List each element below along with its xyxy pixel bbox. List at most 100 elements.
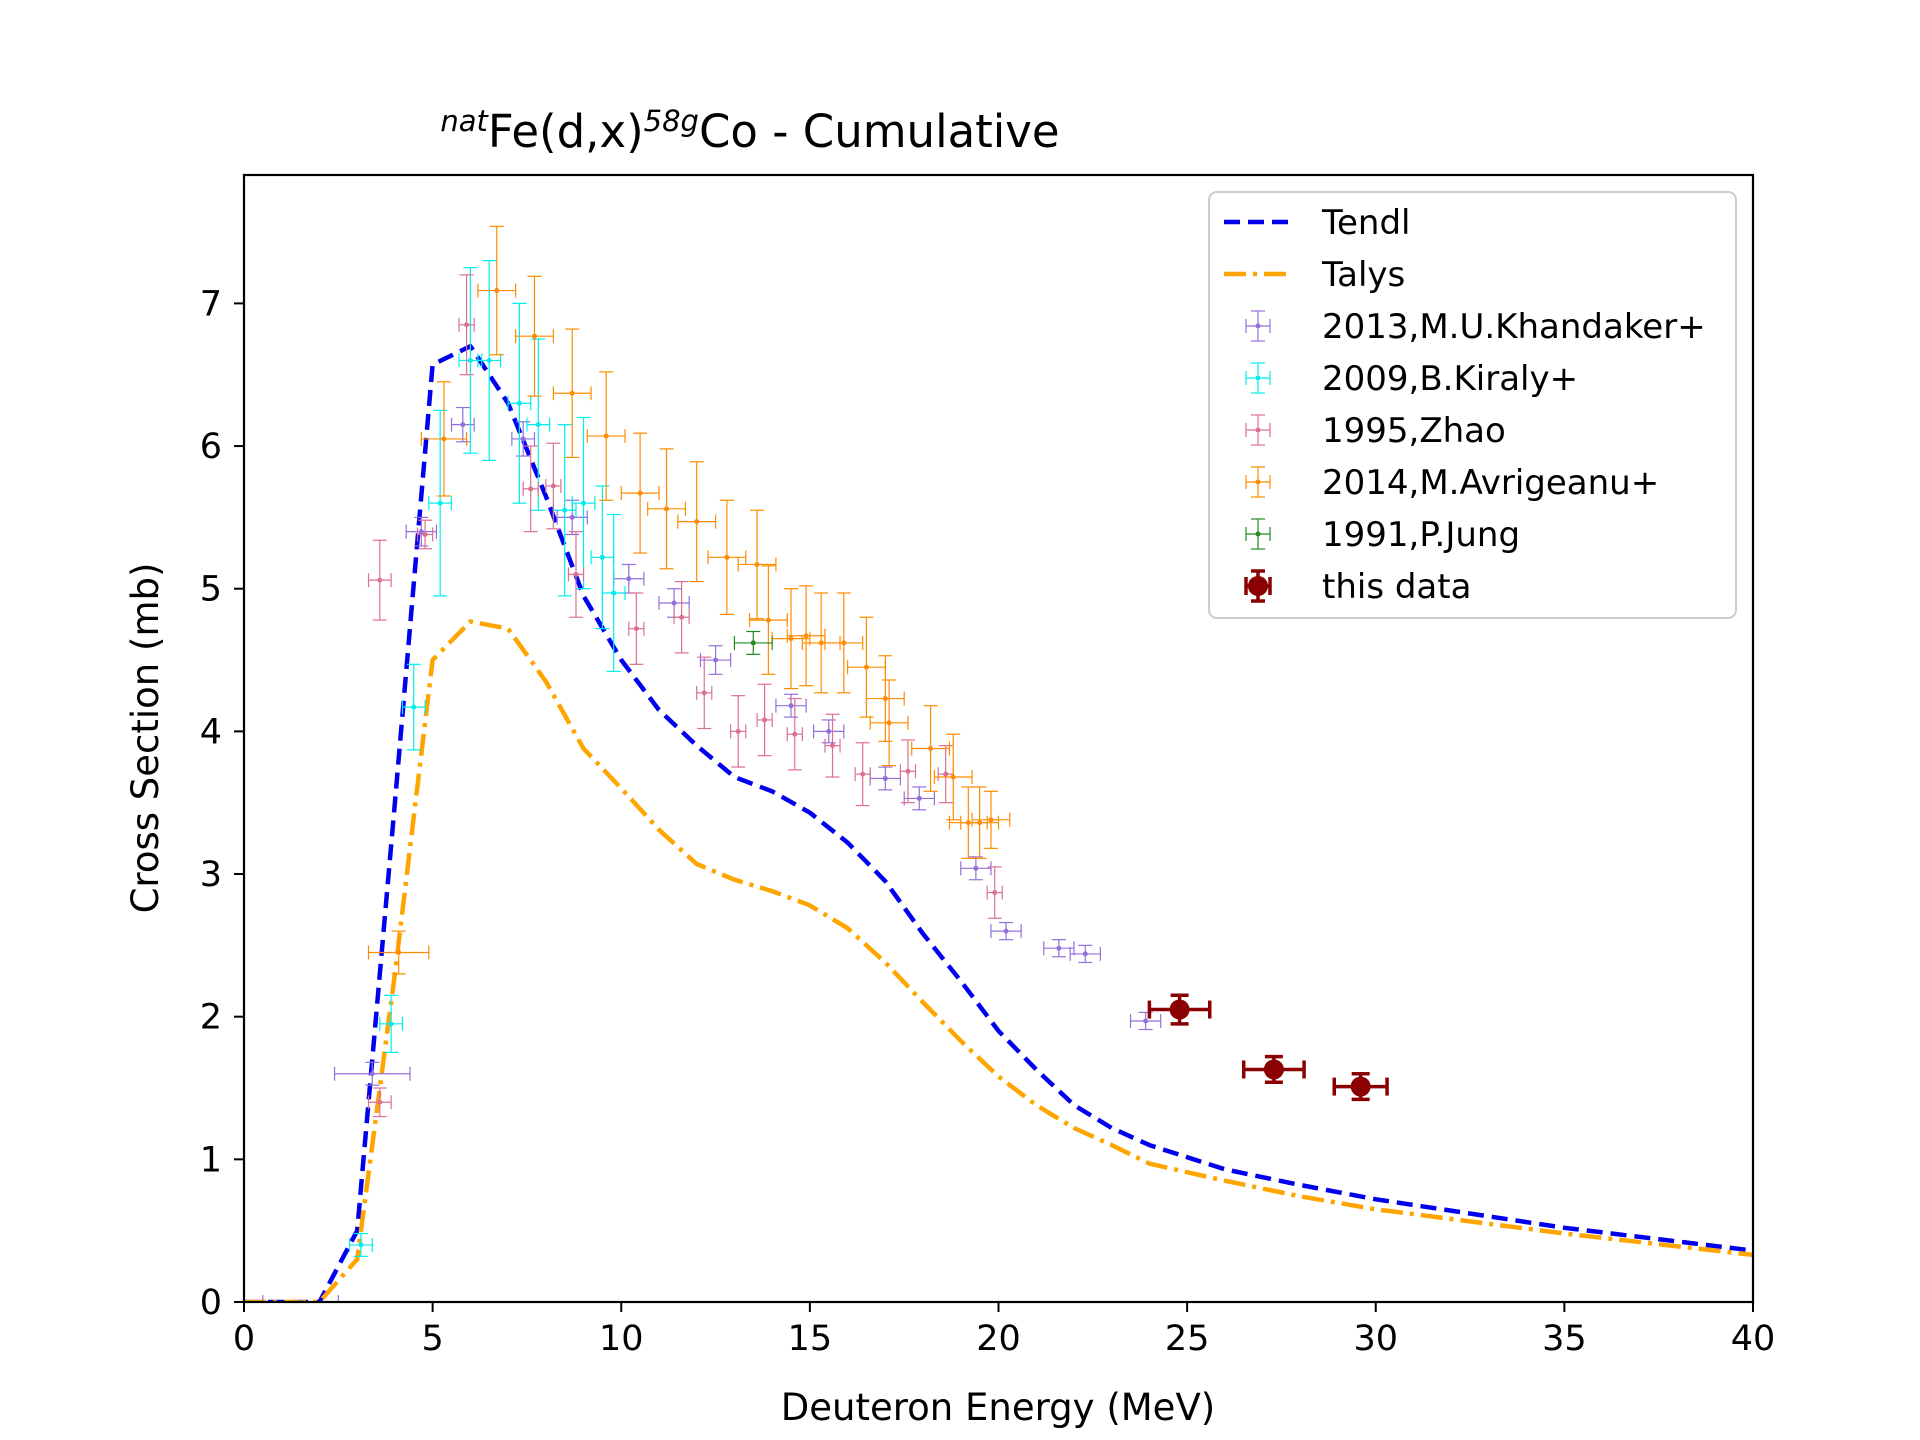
legend-marker [1255,375,1261,381]
data-marker [973,865,979,871]
data-marker [520,436,526,442]
legend-label: 1995,Zhao [1322,411,1506,451]
legend-entry: 2009,B.Kiraly+ [1245,359,1578,399]
data-marker [788,636,794,642]
data-marker [569,514,575,520]
data-marker [535,422,541,428]
data-marker [437,500,443,506]
legend: Tendl Talys 2013,M.U.Khandaker+ 2009,B.Kira… [1208,191,1737,619]
plot-area [244,225,1753,1302]
data-marker [388,1021,394,1027]
legend-marker [1255,323,1261,329]
legend-marker [1255,531,1261,537]
tick-labels: 0 5 10 15 20 25 30 35 40 0 1 2 3 4 5 6 7 [200,284,1776,1359]
data-marker [988,817,994,823]
data-marker [860,771,866,777]
legend-entry: 2014,M.Avrigeanu+ [1245,463,1659,503]
data-marker [977,820,983,826]
data-marker [694,519,700,525]
x-tick-label: 30 [1353,1319,1398,1359]
data-marker [943,771,949,777]
x-tick-label: 20 [976,1319,1021,1359]
data-point [647,448,686,570]
data-marker [1350,1076,1371,1097]
series-2009-b-kiraly- [349,259,626,1257]
data-point [869,766,902,791]
data-marker [603,433,609,439]
data-marker [762,717,768,723]
data-point [733,630,773,655]
data-point [367,930,430,975]
data-marker [637,490,643,496]
data-marker [664,506,670,512]
data-marker [573,571,579,577]
x-tick-label: 5 [421,1319,443,1359]
data-point [990,921,1022,941]
series-1991-p-jung [733,630,773,655]
data-marker [460,422,466,428]
y-tick-label: 7 [200,284,222,324]
data-marker [863,664,869,670]
data-point [899,739,917,804]
data-marker [516,400,522,406]
data-marker [611,590,617,596]
data-marker [1169,999,1190,1020]
line-talys [244,619,1753,1302]
data-point [628,592,645,665]
data-point [824,713,841,778]
data-point [971,790,1011,849]
line-tendl [244,343,1753,1302]
data-marker [550,483,556,489]
title-main2: Co - Cumulative [699,105,1060,158]
data-marker [882,696,888,702]
data-point [545,442,562,530]
x-axis-label: Deuteron Energy (MeV) [781,1386,1215,1429]
data-marker [494,288,500,294]
data-marker [826,728,832,734]
data-marker [754,561,760,567]
data-point [511,421,536,457]
data-point [1069,944,1101,964]
data-point [775,693,807,718]
legend-entry: 1995,Zhao [1245,411,1506,451]
y-tick-label: 3 [200,855,222,895]
data-marker [1263,1059,1284,1080]
data-point [748,565,788,675]
data-marker [486,357,492,363]
data-point [730,695,747,768]
data-point [416,519,434,550]
data-point [1332,1071,1389,1102]
data-marker [369,1071,375,1077]
legend-label: 2013,M.U.Khandaker+ [1322,307,1706,347]
data-point [903,786,935,811]
data-marker [886,720,892,726]
data-point [1147,993,1212,1026]
data-point [556,499,588,536]
data-point [933,733,973,821]
data-marker [562,507,568,513]
data-point [515,275,554,397]
data-point [333,1061,411,1086]
axis-ticks [234,302,1754,1312]
legend-marker [1255,479,1261,485]
data-marker [422,531,428,537]
data-point [1129,1011,1162,1031]
data-marker [735,728,741,734]
data-point [477,225,517,356]
series-2014-m-avrigeanu- [367,225,1011,975]
y-tick-label: 4 [200,712,222,752]
y-axis-label: Cross Section (mb) [124,563,167,914]
data-point [1241,1054,1306,1085]
data-marker [882,775,888,781]
legend-entry: this data [1244,567,1471,607]
data-point [522,445,539,533]
y-tick-label: 0 [200,1283,222,1323]
legend-entry: Talys [1224,255,1405,295]
data-marker [905,768,911,774]
legend-label: Tendl [1321,203,1411,243]
legend-label: 1991,P.Jung [1322,515,1520,555]
data-point [677,461,717,583]
y-tick-label: 1 [200,1140,222,1180]
legend-label: 2014,M.Avrigeanu+ [1322,463,1659,503]
data-point [367,539,392,621]
